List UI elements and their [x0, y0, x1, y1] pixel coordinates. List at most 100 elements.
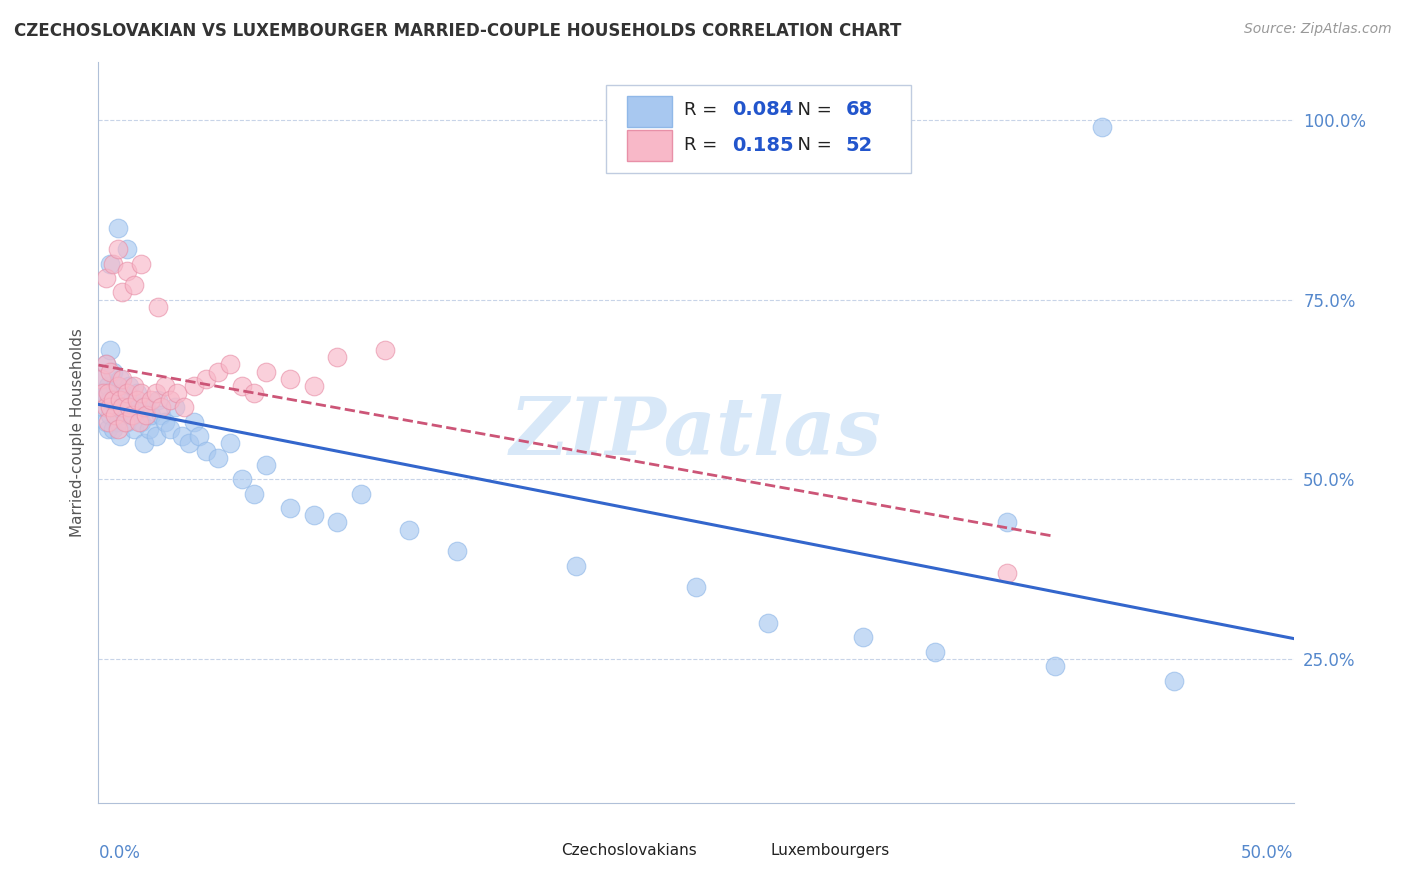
Point: [121, 408, 143, 422]
Point: [183, 415, 205, 429]
Point: [128, 415, 150, 429]
Point: [114, 401, 136, 415]
Text: 0.185: 0.185: [733, 136, 793, 155]
Text: R =: R =: [685, 101, 723, 119]
Point: [187, 429, 209, 443]
Point: [98, 257, 122, 271]
Point: [302, 379, 325, 393]
Point: [94, 271, 117, 285]
Point: [173, 401, 195, 415]
Text: 52: 52: [845, 136, 873, 155]
Point: [107, 379, 129, 393]
Point: [98, 393, 122, 408]
Point: [98, 365, 122, 379]
Text: ZIPatlas: ZIPatlas: [510, 394, 882, 471]
Point: [326, 516, 349, 530]
Point: [756, 616, 779, 631]
Point: [350, 486, 373, 500]
Point: [97, 386, 120, 401]
Point: [254, 458, 277, 472]
Text: Source: ZipAtlas.com: Source: ZipAtlas.com: [1244, 22, 1392, 37]
Point: [111, 386, 134, 401]
Point: [104, 379, 127, 393]
Point: [101, 393, 124, 408]
Point: [139, 393, 162, 408]
FancyBboxPatch shape: [529, 842, 555, 858]
Point: [195, 443, 218, 458]
Point: [135, 401, 157, 415]
Point: [231, 472, 253, 486]
Point: [91, 372, 114, 386]
FancyBboxPatch shape: [627, 95, 672, 127]
Point: [101, 365, 124, 379]
Point: [124, 422, 146, 436]
Point: [94, 357, 117, 371]
Point: [132, 401, 155, 415]
Point: [138, 422, 160, 436]
Point: [852, 631, 875, 645]
Point: [135, 408, 157, 422]
Y-axis label: Married-couple Households: Married-couple Households: [69, 328, 84, 537]
Point: [995, 566, 1018, 580]
Point: [155, 379, 177, 393]
Point: [118, 401, 141, 415]
Text: 68: 68: [845, 100, 873, 120]
FancyBboxPatch shape: [606, 85, 911, 173]
Point: [131, 386, 153, 401]
Point: [111, 372, 134, 386]
Point: [104, 401, 127, 415]
Text: CZECHOSLOVAKIAN VS LUXEMBOURGER MARRIED-COUPLE HOUSEHOLDS CORRELATION CHART: CZECHOSLOVAKIAN VS LUXEMBOURGER MARRIED-…: [14, 22, 901, 40]
Point: [231, 379, 253, 393]
Point: [118, 379, 141, 393]
Point: [94, 386, 117, 401]
Point: [148, 393, 170, 408]
Point: [97, 422, 120, 436]
Point: [107, 415, 129, 429]
FancyBboxPatch shape: [738, 842, 763, 858]
Text: 50.0%: 50.0%: [1241, 844, 1294, 862]
Point: [131, 415, 153, 429]
Point: [302, 508, 325, 523]
Point: [114, 415, 136, 429]
Point: [132, 436, 155, 450]
Point: [115, 264, 138, 278]
Point: [111, 285, 134, 300]
Point: [159, 393, 181, 408]
Point: [128, 401, 150, 415]
Point: [94, 357, 117, 371]
Point: [172, 429, 194, 443]
Point: [111, 401, 134, 415]
Point: [98, 401, 122, 415]
Point: [207, 365, 229, 379]
Point: [278, 501, 301, 516]
Point: [207, 450, 229, 465]
Point: [124, 278, 146, 293]
Point: [243, 386, 266, 401]
Point: [163, 401, 186, 415]
Point: [326, 350, 349, 364]
Point: [565, 558, 588, 573]
Point: [94, 401, 117, 415]
Point: [995, 516, 1018, 530]
Point: [149, 401, 172, 415]
Text: 0.084: 0.084: [733, 100, 793, 120]
Point: [111, 408, 134, 422]
Point: [1091, 120, 1114, 135]
Point: [446, 544, 468, 558]
Point: [107, 243, 129, 257]
Point: [374, 343, 396, 357]
Point: [685, 580, 707, 594]
Point: [155, 415, 177, 429]
Point: [219, 436, 242, 450]
Point: [108, 372, 131, 386]
Point: [148, 300, 170, 314]
Point: [101, 422, 124, 436]
Point: [145, 386, 167, 401]
Point: [139, 408, 162, 422]
Point: [278, 372, 301, 386]
Text: N =: N =: [786, 136, 837, 154]
Point: [924, 645, 946, 659]
Text: Czechoslovakians: Czechoslovakians: [561, 843, 697, 858]
Point: [101, 257, 124, 271]
Point: [195, 372, 218, 386]
